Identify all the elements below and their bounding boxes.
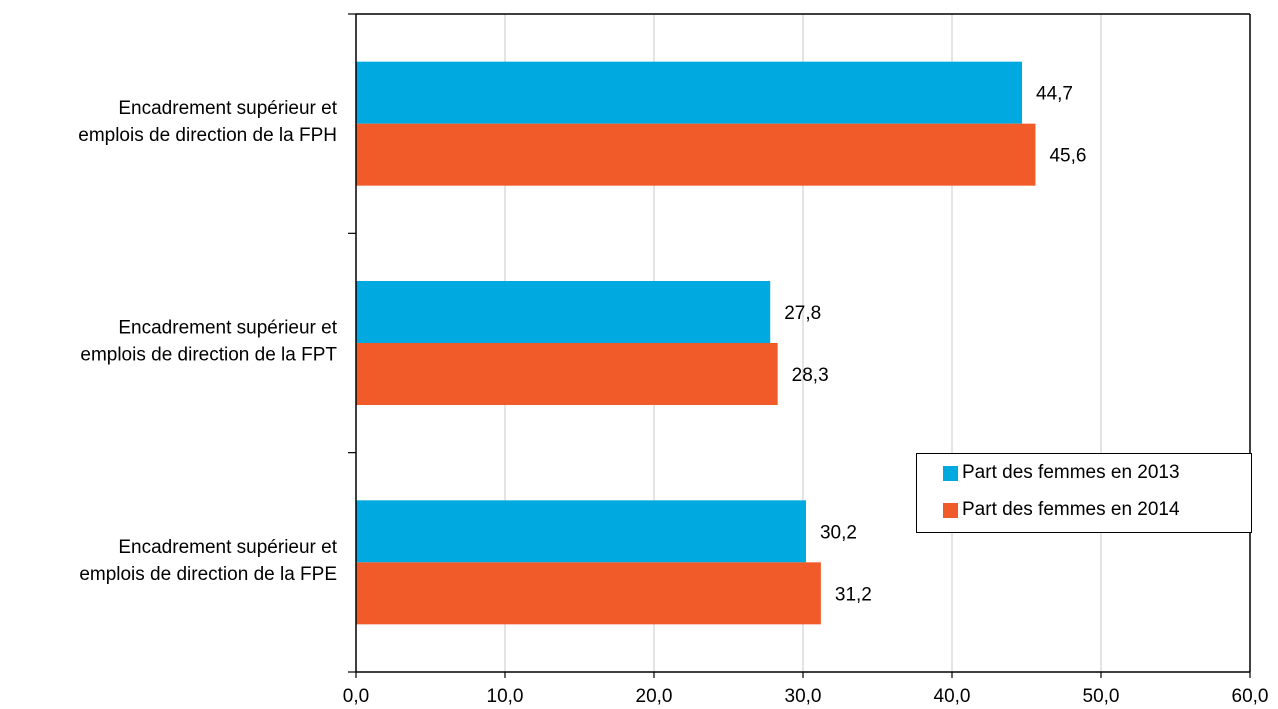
legend-label-2013: Part des femmes en 2013	[962, 462, 1180, 483]
x-tick-label: 60,0	[1232, 686, 1269, 707]
data-labels: 44,7 45,6 27,8 28,3 30,2 31,2	[784, 84, 1086, 606]
category-labels: Encadrement supérieur et emplois de direc…	[78, 98, 337, 585]
data-label: 31,2	[835, 584, 872, 605]
legend: Part des femmes en 2013 Part des femmes …	[916, 453, 1252, 533]
category-label: Encadrement supérieur et	[118, 318, 337, 339]
category-label: emplois de direction de la FPT	[80, 345, 337, 366]
x-tick-labels: 0,0 10,0 20,0 30,0 40,0 50,0 60,0	[343, 686, 1269, 707]
category-label: emplois de direction de la FPH	[78, 125, 337, 146]
x-tick-label: 50,0	[1083, 686, 1120, 707]
axes	[348, 13, 1251, 678]
data-label: 45,6	[1049, 146, 1086, 167]
x-tick-label: 0,0	[343, 686, 369, 707]
category-label: emplois de direction de la FPE	[79, 564, 337, 585]
bar	[356, 123, 1036, 186]
data-label: 30,2	[820, 522, 857, 543]
legend-item-2014: Part des femmes en 2014	[943, 499, 1180, 521]
bar	[356, 343, 778, 405]
bar	[356, 61, 1023, 124]
legend-item-2013: Part des femmes en 2013	[943, 462, 1180, 484]
data-label: 27,8	[784, 303, 821, 324]
bars	[356, 61, 1036, 625]
bar	[356, 500, 806, 563]
data-label: 44,7	[1036, 84, 1073, 105]
category-label: Encadrement supérieur et	[118, 98, 337, 119]
legend-swatch-2013	[943, 465, 958, 481]
bar	[356, 562, 821, 625]
bar	[356, 281, 771, 343]
category-label: Encadrement supérieur et	[118, 537, 337, 558]
x-tick-label: 20,0	[636, 686, 673, 707]
x-tick-label: 10,0	[487, 686, 524, 707]
x-tick-label: 40,0	[934, 686, 971, 707]
data-label: 28,3	[792, 365, 829, 386]
legend-swatch-2014	[943, 502, 958, 518]
x-tick-label: 30,0	[785, 686, 822, 707]
legend-label-2014: Part des femmes en 2014	[962, 499, 1180, 520]
